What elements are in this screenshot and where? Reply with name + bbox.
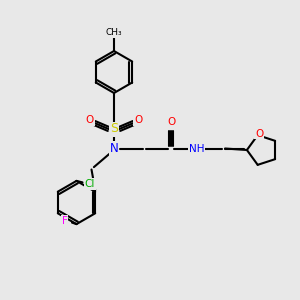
Text: N: N xyxy=(110,142,118,155)
Text: O: O xyxy=(167,117,175,127)
Text: O: O xyxy=(255,129,263,139)
Text: NH: NH xyxy=(189,143,204,154)
Text: F: F xyxy=(61,216,68,226)
Text: Cl: Cl xyxy=(85,179,95,189)
Text: CH₃: CH₃ xyxy=(106,28,122,37)
Text: O: O xyxy=(86,115,94,125)
Text: S: S xyxy=(110,122,118,136)
Text: O: O xyxy=(134,115,142,125)
